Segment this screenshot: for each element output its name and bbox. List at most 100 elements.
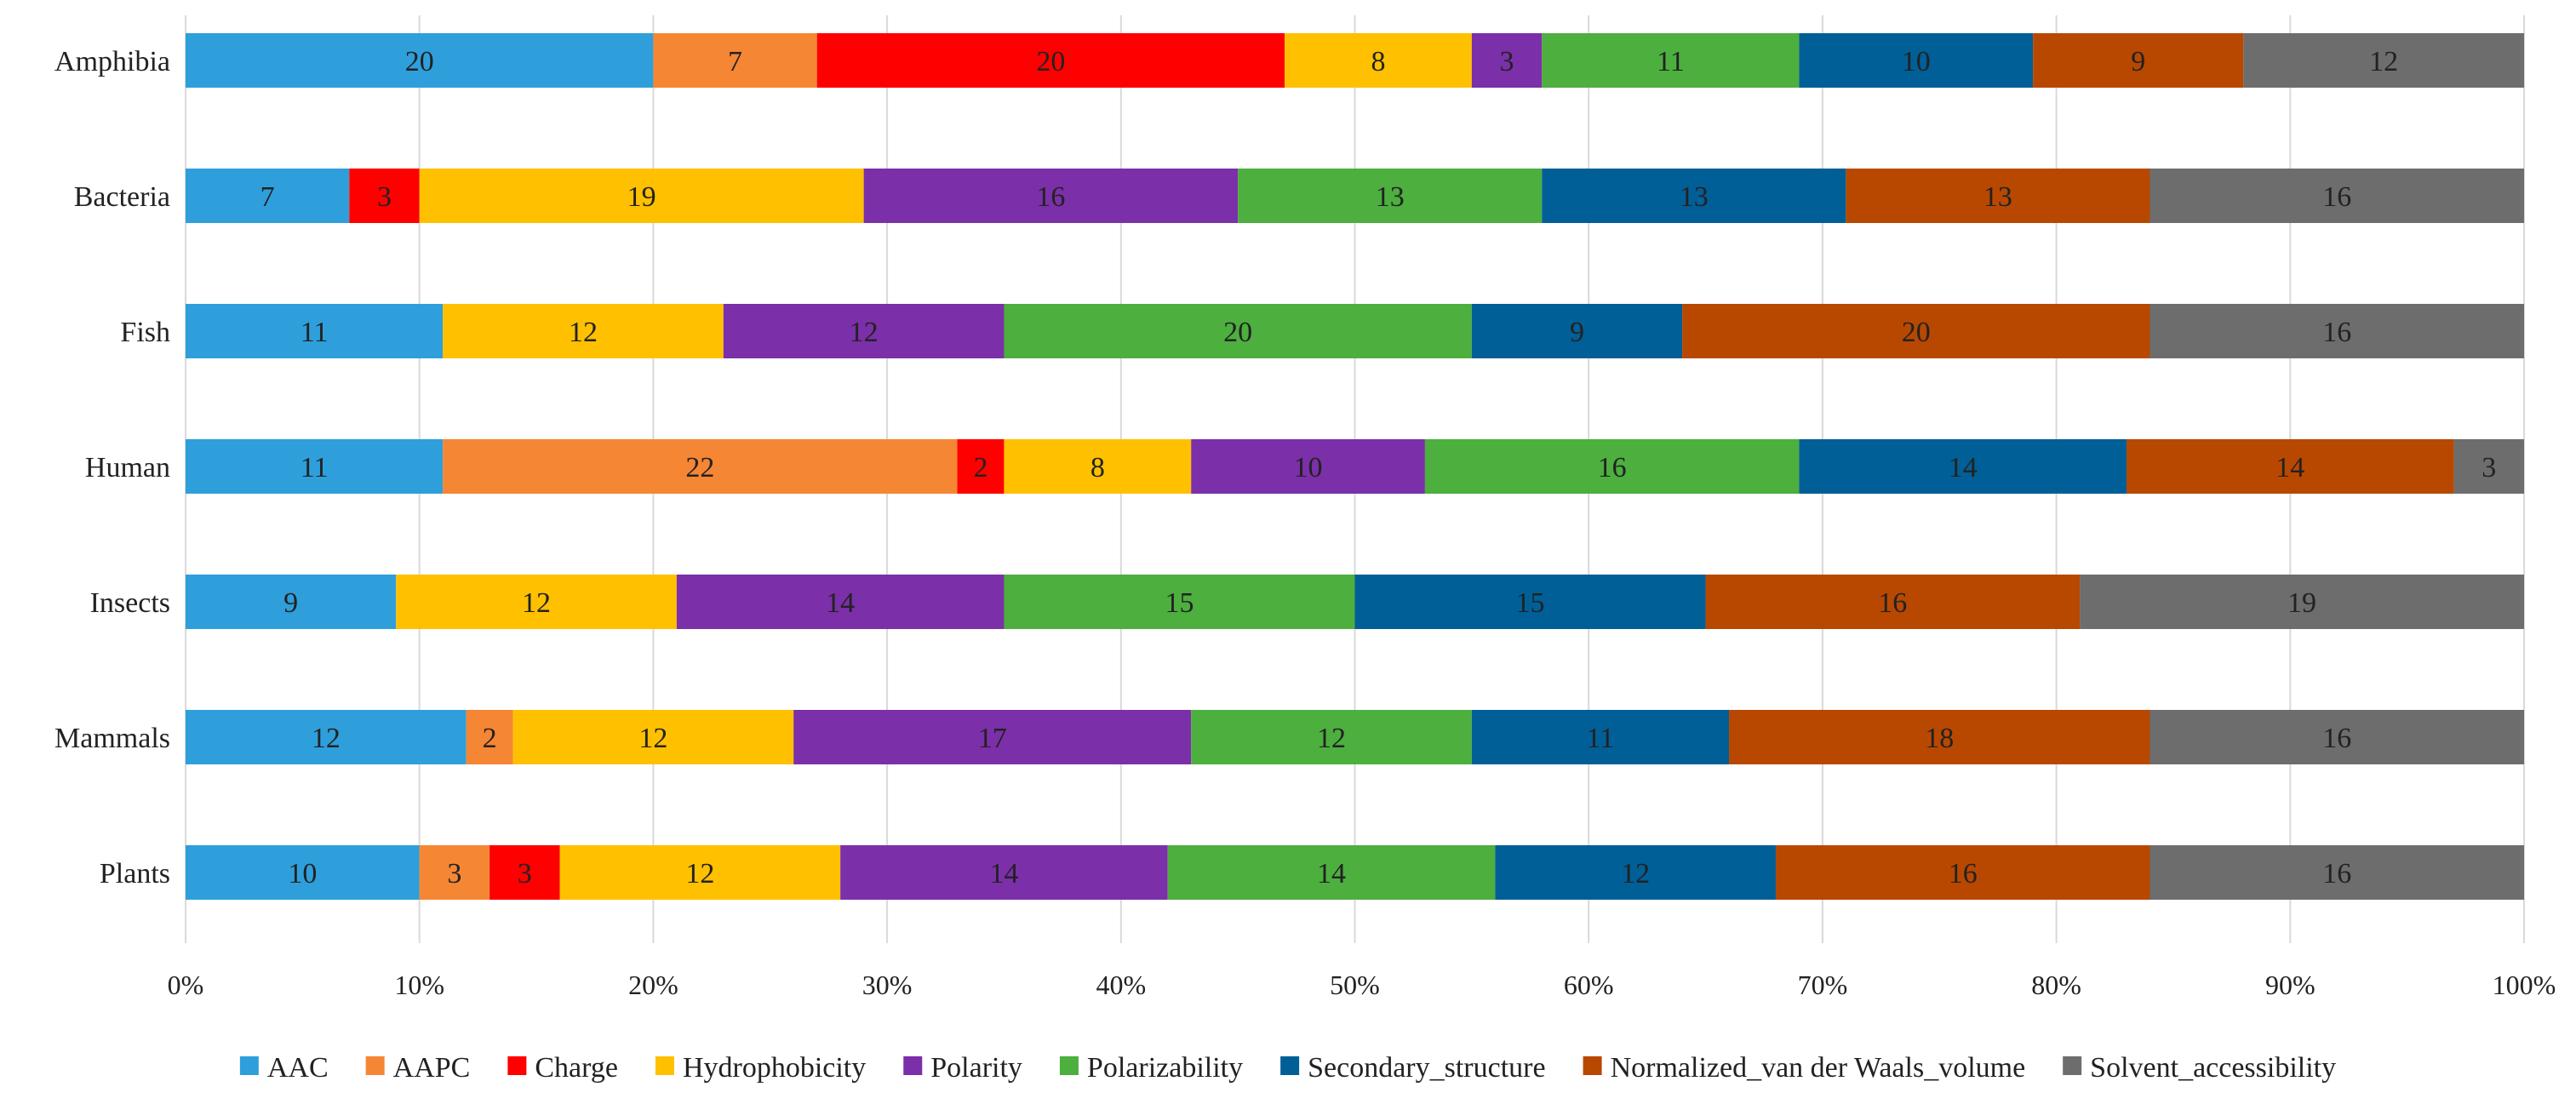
data-label: 16 xyxy=(2322,858,2351,889)
bar-segment-amphibia-charge xyxy=(816,33,1285,88)
data-label: 14 xyxy=(989,858,1018,889)
legend-label: Secondary_structure xyxy=(1308,1052,1545,1084)
bar-segment-plants-hydrophobicity xyxy=(559,845,841,900)
legend-swatch xyxy=(1583,1056,1602,1075)
data-label: 12 xyxy=(522,587,551,619)
bar-segment-mammals-polarity xyxy=(793,710,1192,764)
data-label: 9 xyxy=(283,587,298,619)
data-label: 3 xyxy=(377,181,392,213)
x-tick-label: 10% xyxy=(394,970,444,1000)
data-label: 12 xyxy=(2369,46,2398,77)
bar-segment-mammals-secondary-structure xyxy=(1471,710,1730,764)
bar-segment-human-hydrophobicity xyxy=(1004,439,1192,494)
value-axis: 0% 10% 20% 30% 40% 50% 60% 70% 80% 90% 100% xyxy=(168,970,2556,1000)
x-tick-label: 30% xyxy=(862,970,913,1000)
data-label: 7 xyxy=(728,46,742,77)
bar-segment-bacteria-aac xyxy=(186,169,350,223)
legend-label: Polarizability xyxy=(1087,1052,1243,1084)
bar-segment-insects-normalized-van-der-waals-volume xyxy=(1705,575,2081,629)
bar-segment-mammals-aac xyxy=(186,710,467,764)
category-label-human: Human xyxy=(85,452,170,483)
x-tick-label: 70% xyxy=(1798,970,1848,1000)
data-label: 16 xyxy=(1878,587,1907,619)
bar-segment-amphibia-aapc xyxy=(653,33,817,88)
legend-swatch xyxy=(655,1056,674,1075)
bar-segment-amphibia-polarizability xyxy=(1542,33,1800,88)
bar-segment-plants-polarizability xyxy=(1167,845,1496,900)
legend-swatch xyxy=(365,1056,385,1075)
bar-segment-human-aapc xyxy=(443,439,958,494)
bar-segment-bacteria-polarizability xyxy=(1238,169,1543,223)
bar-segment-insects-solvent-accessibility xyxy=(2080,575,2524,629)
data-label: 3 xyxy=(1500,46,1514,77)
data-label: 3 xyxy=(2482,452,2496,483)
bar-segment-human-polarizability xyxy=(1424,439,1800,494)
legend-item-normalized-van-der-waals-volume: Normalized_van der Waals_volume xyxy=(1583,1052,2025,1084)
category-axis: Amphibia Bacteria Fish Human Insects Mammals P… xyxy=(54,46,170,889)
bar-segment-insects-hydrophobicity xyxy=(396,575,677,629)
bar-segment-plants-solvent-accessibility xyxy=(2150,845,2524,900)
bar-segment-bacteria-polarity xyxy=(863,169,1239,223)
bar-segment-fish-solvent-accessibility xyxy=(2150,304,2524,358)
legend-label: AAPC xyxy=(393,1052,471,1084)
bar-segment-mammals-normalized-van-der-waals-volume xyxy=(1729,710,2150,764)
data-label: 15 xyxy=(1516,587,1545,619)
legend-item-charge: Charge xyxy=(507,1052,618,1084)
bar-segment-human-secondary-structure xyxy=(1799,439,2127,494)
legend-item-polarizability: Polarizability xyxy=(1059,1052,1243,1084)
x-tick-label: 50% xyxy=(1330,970,1380,1000)
bar-segment-bacteria-solvent-accessibility xyxy=(2150,169,2524,223)
data-label: 17 xyxy=(978,723,1007,754)
bar-segment-fish-polarizability xyxy=(1004,304,1472,358)
bar-segment-bacteria-charge xyxy=(349,169,420,223)
category-label-amphibia: Amphibia xyxy=(54,46,170,77)
bar-segment-mammals-hydrophobicity xyxy=(512,710,794,764)
data-label: 10 xyxy=(1902,46,1931,77)
data-label: 14 xyxy=(1949,452,1978,483)
data-label: 16 xyxy=(1598,452,1627,483)
legend-swatch xyxy=(1059,1056,1079,1075)
bar-segment-mammals-aapc xyxy=(466,710,513,764)
x-tick-label: 60% xyxy=(1564,970,1614,1000)
x-tick-label: 20% xyxy=(628,970,678,1000)
bar-segment-bacteria-secondary-structure xyxy=(1542,169,1846,223)
data-label: 12 xyxy=(569,317,598,348)
bar-segment-human-polarity xyxy=(1191,439,1425,494)
data-label: 8 xyxy=(1371,46,1385,77)
data-label: 13 xyxy=(1376,181,1405,213)
bar-segment-amphibia-normalized-van-der-waals-volume xyxy=(2033,33,2244,88)
bar-segment-bacteria-hydrophobicity xyxy=(419,169,864,223)
data-label: 11 xyxy=(301,452,329,483)
legend-item-polarity: Polarity xyxy=(903,1052,1022,1084)
bar-segment-human-normalized-van-der-waals-volume xyxy=(2127,439,2454,494)
data-label: 10 xyxy=(288,858,317,889)
category-label-plants: Plants xyxy=(100,858,170,889)
legend-label: Polarity xyxy=(930,1052,1022,1084)
x-tick-label: 0% xyxy=(168,970,204,1000)
bar-segment-fish-aac xyxy=(186,304,444,358)
bar-segment-fish-hydrophobicity xyxy=(443,304,724,358)
data-label: 14 xyxy=(2275,452,2304,483)
data-label: 16 xyxy=(2322,723,2351,754)
x-tick-label: 100% xyxy=(2493,970,2556,1000)
data-label: 16 xyxy=(2322,317,2351,348)
data-label: 2 xyxy=(973,452,987,483)
bar-segment-insects-polarizability xyxy=(1004,575,1355,629)
legend-swatch xyxy=(903,1056,923,1075)
data-label: 8 xyxy=(1091,452,1105,483)
bars: 20 7 20 8 3 11 10 9 12 7 3 19 16 13 13 13 16 11 12 12 20 9 20 1… xyxy=(186,33,2524,900)
legend-swatch xyxy=(239,1056,259,1075)
legend-item-solvent-accessibility: Solvent_accessibility xyxy=(2063,1052,2336,1084)
data-label: 20 xyxy=(405,46,434,77)
bar-segment-bacteria-normalized-van-der-waals-volume xyxy=(1846,169,2150,223)
data-label: 15 xyxy=(1165,587,1194,619)
bar-segment-amphibia-polarity xyxy=(1471,33,1543,88)
data-label: 12 xyxy=(1317,723,1346,754)
bar-segment-fish-normalized-van-der-waals-volume xyxy=(1682,304,2150,358)
legend-label: Hydrophobicity xyxy=(683,1052,866,1084)
bar-segment-amphibia-solvent-accessibility xyxy=(2243,33,2524,88)
data-label: 16 xyxy=(1036,181,1065,213)
data-label: 16 xyxy=(2322,181,2351,213)
legend-label: Charge xyxy=(535,1052,618,1084)
